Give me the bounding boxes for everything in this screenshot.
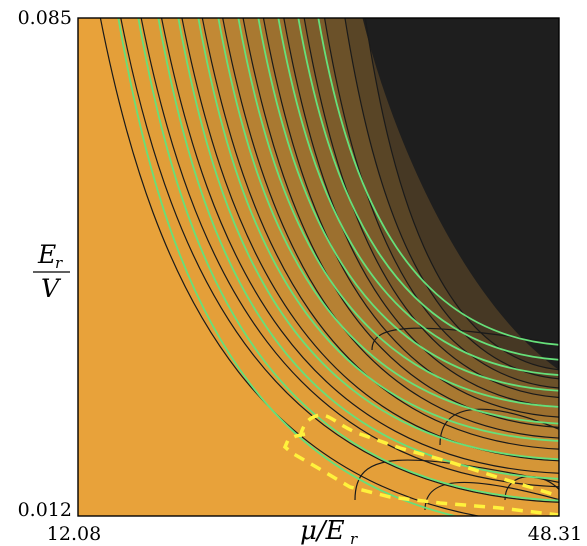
black-contour-line: [364, 18, 559, 371]
black-contour-line: [160, 18, 559, 474]
x-axis-label-main: μ/E: [300, 516, 345, 546]
plot-area: [78, 18, 559, 516]
x-tick-label-right: 48.31: [528, 523, 582, 545]
plot-frame: [77, 17, 560, 517]
green-contour-line: [217, 18, 559, 425]
y-tick-label-top: 0.085: [18, 7, 72, 29]
y-axis-label-denominator: V: [41, 274, 62, 303]
black-contour-line: [303, 18, 559, 398]
x-axis-label-sub: r: [350, 530, 358, 546]
y-axis-label-numerator-sub: r: [55, 254, 63, 272]
green-contour-line: [277, 18, 559, 376]
black-contour-line: [344, 18, 559, 380]
y-tick-label-bottom: 0.012: [18, 499, 72, 521]
green-contour-line: [137, 18, 559, 502]
black-contour-line: [140, 18, 559, 488]
black-contour-lobe: [424, 481, 559, 511]
x-tick-labels: 12.08 48.31: [47, 523, 582, 545]
yellow-dashed-contour: [282, 413, 559, 516]
black-contour-line: [283, 18, 559, 408]
green-contour-line: [237, 18, 559, 408]
black-contour-line: [99, 18, 483, 516]
black-contour-line: [323, 18, 559, 389]
green-contour-line: [117, 18, 460, 516]
black-contour-lobe: [354, 459, 559, 501]
green-contour-line: [177, 18, 559, 461]
x-axis-label: μ/E r: [300, 516, 358, 546]
green-contour-line: [197, 18, 559, 442]
x-tick-label-left: 12.08: [47, 523, 101, 545]
green-contour-line: [257, 18, 559, 392]
black-contour-line: [201, 18, 559, 450]
green-contour-line: [297, 18, 559, 361]
y-tick-labels: 0.085 0.012: [18, 7, 72, 521]
black-contour-line: [262, 18, 559, 418]
green-contour-line: [317, 18, 559, 346]
black-contour-line: [120, 18, 559, 503]
black-contour-line: [222, 18, 559, 439]
y-axis-label-numerator: E: [37, 240, 56, 269]
y-axis-label: E r V: [33, 240, 70, 303]
heatmap-band-darkest: [362, 18, 559, 370]
